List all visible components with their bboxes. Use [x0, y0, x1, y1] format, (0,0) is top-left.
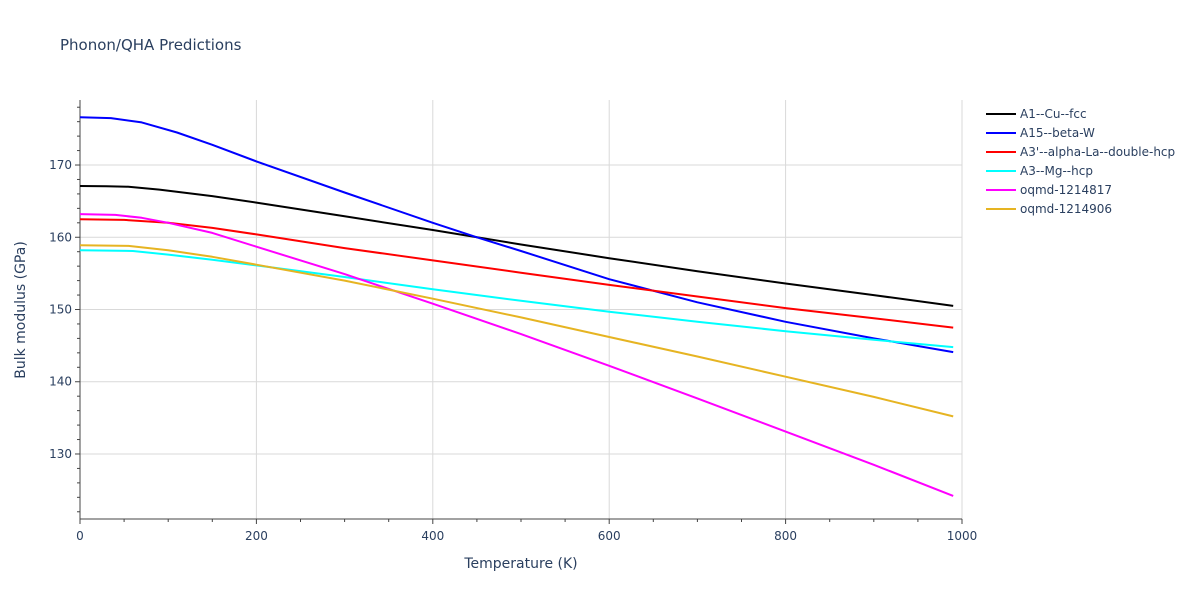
series-line [79, 116, 954, 354]
legend-label: A15--beta-W [1020, 126, 1095, 140]
legend-item[interactable]: A1--Cu--fcc [986, 107, 1087, 121]
y-tick-label: 170 [49, 158, 72, 172]
x-tick-label: 1000 [947, 529, 978, 543]
chart-title: Phonon/QHA Predictions [60, 36, 242, 54]
legend-item[interactable]: oqmd-1214906 [986, 202, 1112, 216]
legend-item[interactable]: oqmd-1214817 [986, 183, 1112, 197]
series-line [79, 249, 954, 349]
legend-label: A3'--alpha-La--double-hcp [1020, 145, 1175, 159]
y-axis-title: Bulk modulus (GPa) [13, 241, 29, 379]
plot-area [79, 116, 954, 497]
series-line [79, 185, 954, 307]
legend-item[interactable]: A15--beta-W [986, 126, 1095, 140]
y-tick-label: 140 [49, 375, 72, 389]
legend-label: oqmd-1214906 [1020, 202, 1112, 216]
legend-label: A3--Mg--hcp [1020, 164, 1093, 178]
legend-label: oqmd-1214817 [1020, 183, 1112, 197]
legend-label: A1--Cu--fcc [1020, 107, 1087, 121]
x-tick-label: 200 [245, 529, 268, 543]
y-tick-label: 150 [49, 303, 72, 317]
series-line [79, 244, 954, 418]
y-tick-label: 160 [49, 230, 72, 244]
x-tick-label: 800 [774, 529, 797, 543]
axes: 0 200 400 600 800 1000 130 140 150 160 170 [49, 100, 977, 543]
grid [80, 100, 963, 519]
x-tick-label: 0 [76, 529, 84, 543]
legend[interactable]: A1--Cu--fcc A15--beta-W A3'--alpha-La--dou… [986, 107, 1175, 216]
x-tick-label: 600 [598, 529, 621, 543]
y-tick-label: 130 [49, 447, 72, 461]
legend-item[interactable]: A3'--alpha-La--double-hcp [986, 145, 1175, 159]
x-tick-label: 400 [421, 529, 444, 543]
series-line [79, 218, 954, 329]
legend-item[interactable]: A3--Mg--hcp [986, 164, 1093, 178]
x-axis-title: Temperature (K) [463, 556, 577, 572]
